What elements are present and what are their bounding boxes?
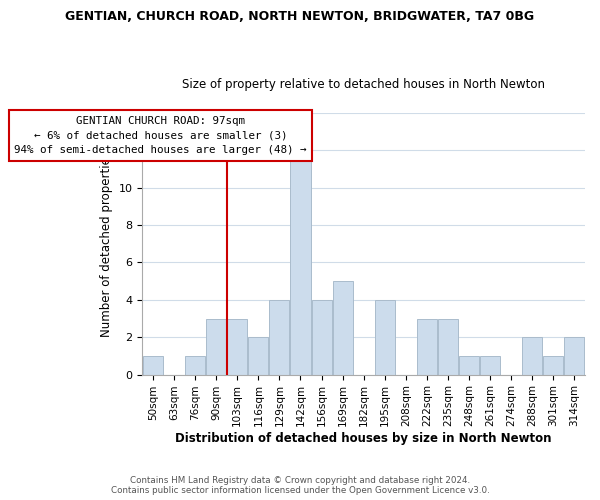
Bar (206, 318, 226, 374)
Text: GENTIAN, CHURCH ROAD, NORTH NEWTON, BRIDGWATER, TA7 0BG: GENTIAN, CHURCH ROAD, NORTH NEWTON, BRID… (65, 10, 535, 23)
Bar (565, 337, 584, 374)
Bar (417, 318, 437, 374)
Bar (143, 356, 163, 374)
Bar (523, 337, 542, 374)
Bar (544, 356, 563, 374)
Bar (227, 318, 247, 374)
Text: GENTIAN CHURCH ROAD: 97sqm
← 6% of detached houses are smaller (3)
94% of semi-d: GENTIAN CHURCH ROAD: 97sqm ← 6% of detac… (14, 116, 307, 156)
Title: Size of property relative to detached houses in North Newton: Size of property relative to detached ho… (182, 78, 545, 91)
Bar (438, 318, 458, 374)
Bar (459, 356, 479, 374)
Bar (248, 337, 268, 374)
X-axis label: Distribution of detached houses by size in North Newton: Distribution of detached houses by size … (175, 432, 552, 445)
Bar (311, 300, 332, 374)
Bar (269, 300, 289, 374)
Bar (290, 150, 311, 374)
Y-axis label: Number of detached properties: Number of detached properties (100, 151, 113, 337)
Bar (375, 300, 395, 374)
Bar (332, 281, 353, 374)
Bar (480, 356, 500, 374)
Bar (185, 356, 205, 374)
Text: Contains HM Land Registry data © Crown copyright and database right 2024.
Contai: Contains HM Land Registry data © Crown c… (110, 476, 490, 495)
